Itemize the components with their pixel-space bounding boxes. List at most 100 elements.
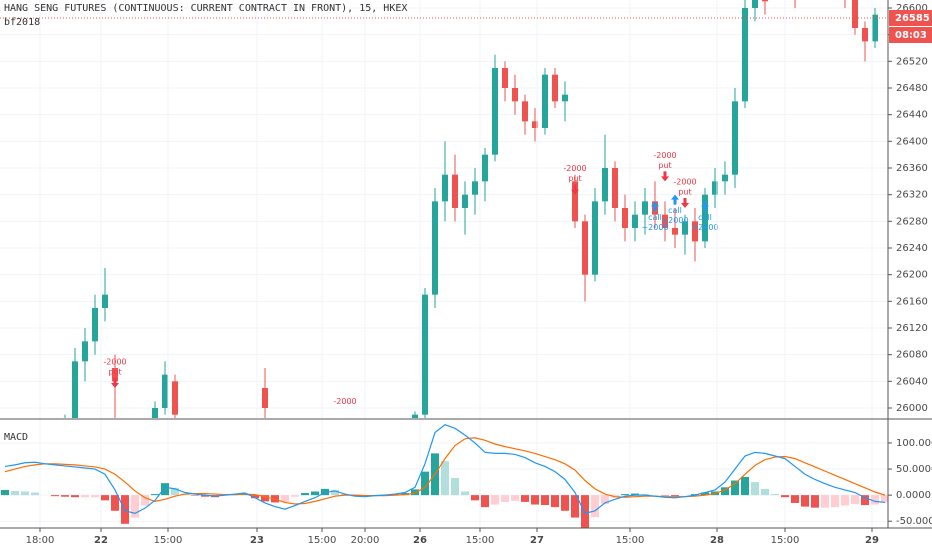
signal-label: call: [648, 213, 662, 222]
signal-line: [4, 437, 886, 505]
x-tick-label: 29: [865, 535, 879, 546]
candle-body: [852, 0, 858, 28]
signal-arrow: [111, 378, 119, 388]
histogram-bar: [591, 495, 599, 518]
y-tick-label: 0.0000: [896, 490, 931, 501]
x-tick-label: 28: [710, 535, 724, 546]
candle-body: [552, 74, 558, 102]
y-tick-label: 26200: [896, 270, 928, 281]
candle-body: [72, 361, 78, 418]
candle-body: [592, 201, 598, 275]
signal-label: +2000: [641, 223, 668, 232]
y-tick-label: 26440: [896, 110, 928, 121]
chart-subtitle: bf2018: [4, 17, 40, 28]
candle-body: [412, 414, 418, 418]
x-tick-label: 23: [250, 535, 264, 546]
histogram-bar: [251, 495, 259, 499]
signal-label: put: [568, 174, 581, 183]
candle-body: [642, 201, 648, 215]
y-tick-label: -50.0000: [896, 516, 932, 527]
candle-body: [622, 208, 628, 228]
histogram-bar: [471, 495, 479, 501]
histogram-bar: [831, 495, 839, 508]
x-tick-label: 15:00: [616, 535, 645, 546]
signal-label: +2000: [661, 216, 688, 225]
y-tick-label: 26000: [896, 403, 928, 414]
candle-body: [432, 201, 438, 295]
histogram-bar: [261, 495, 269, 502]
signal-arrow: [571, 184, 579, 195]
histogram-bar: [481, 495, 489, 508]
x-tick-label: 18:00: [26, 535, 55, 546]
signal-arrow: [681, 198, 689, 208]
candle-body: [482, 154, 488, 182]
candle-body: [742, 8, 748, 102]
histogram-bar: [761, 488, 769, 496]
histogram-bar: [821, 495, 829, 508]
histogram-bar: [111, 495, 119, 511]
candle-body: [722, 174, 728, 182]
histogram-bar: [801, 495, 809, 507]
annotation: -2000: [333, 397, 356, 406]
signal-label: put: [108, 368, 121, 377]
histogram-bar: [661, 495, 669, 496]
histogram-bar: [201, 495, 209, 497]
histogram-bar: [441, 461, 449, 496]
histogram-bar: [551, 495, 559, 508]
signal-label: put: [658, 161, 671, 170]
histogram-bar: [71, 495, 79, 498]
signal-label: call: [668, 206, 682, 215]
last-price-label: 26585: [895, 13, 930, 24]
candle-body: [422, 294, 428, 415]
candle-body: [692, 221, 698, 242]
candle-body: [632, 214, 638, 228]
y-tick-label: 100.0000: [896, 438, 932, 449]
macd-line: [4, 424, 886, 515]
histogram-bar: [51, 495, 59, 497]
candle-body: [702, 194, 708, 242]
histogram-bar: [291, 495, 299, 497]
histogram-bar: [781, 495, 789, 498]
candle-body: [662, 214, 668, 228]
y-tick-label: 26360: [896, 163, 928, 174]
macd-pane: [0, 420, 888, 528]
histogram-bar: [721, 487, 729, 496]
x-tick-label: 22: [94, 535, 108, 546]
candle-body: [532, 121, 538, 128]
candle-body: [762, 0, 768, 2]
signal-label: -2000: [673, 178, 696, 187]
signal-label: call: [698, 213, 712, 222]
candle-body: [582, 221, 588, 275]
y-tick-label: 26520: [896, 56, 928, 67]
candle-body: [872, 14, 878, 42]
histogram-bar: [31, 492, 39, 496]
x-tick-label: 27: [530, 535, 544, 546]
x-tick-label: 20:00: [351, 535, 380, 546]
x-tick-label: 15:00: [154, 535, 183, 546]
candle-body: [542, 74, 548, 128]
axes: 2600026040260802612026160262002624026280…: [0, 3, 932, 546]
last-price-box: [889, 10, 932, 26]
histogram-bar: [601, 495, 609, 504]
histogram-bar: [701, 492, 709, 496]
histogram-bar: [281, 495, 289, 502]
histogram-bar: [771, 494, 779, 496]
candle-body: [102, 294, 108, 308]
histogram-bar: [331, 489, 339, 496]
histogram-bar: [161, 483, 169, 496]
candle-body: [172, 381, 178, 415]
y-tick-label: 26120: [896, 323, 928, 334]
candle-body: [732, 101, 738, 175]
y-tick-label: 26240: [896, 243, 928, 254]
countdown-box: [889, 27, 932, 43]
histogram-bar: [101, 495, 109, 501]
histogram-bar: [561, 495, 569, 511]
countdown-label: 08:03: [895, 30, 927, 41]
signal-label: -2000: [103, 358, 126, 367]
signal-label: -2000: [563, 164, 586, 173]
signal-label: -2000: [653, 151, 676, 160]
histogram-bar: [131, 495, 139, 518]
histogram-bar: [521, 495, 529, 502]
candle-body: [562, 94, 568, 102]
histogram-bar: [61, 495, 69, 497]
